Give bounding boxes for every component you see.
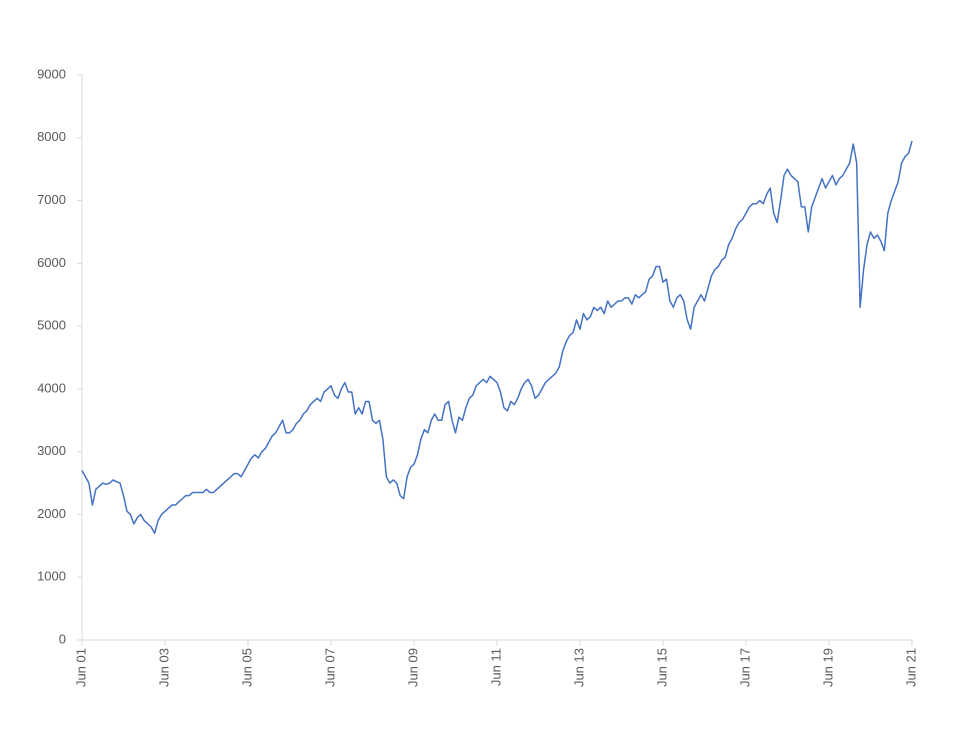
y-tick-label: 9000 — [37, 66, 66, 81]
x-tick-label: Jun 09 — [405, 648, 420, 687]
x-tick-label: Jun 15 — [654, 648, 669, 687]
x-tick-label: Jun 13 — [571, 648, 586, 687]
y-tick-label: 1000 — [37, 569, 66, 584]
y-tick-label: 5000 — [37, 318, 66, 333]
y-tick-label: 2000 — [37, 506, 66, 521]
x-tick-label: Jun 01 — [73, 648, 88, 687]
x-tick-label: Jun 17 — [737, 648, 752, 687]
x-tick-label: Jun 07 — [322, 648, 337, 687]
x-tick-label: Jun 11 — [488, 648, 503, 686]
y-tick-label: 3000 — [37, 443, 66, 458]
y-tick-label: 0 — [59, 631, 66, 646]
x-tick-label: Jun 03 — [156, 648, 171, 687]
y-tick-label: 7000 — [37, 192, 66, 207]
y-tick-label: 8000 — [37, 129, 66, 144]
x-tick-label: Jun 05 — [239, 648, 254, 687]
x-tick-label: Jun 19 — [820, 648, 835, 687]
y-tick-label: 6000 — [37, 255, 66, 270]
line-series — [81, 140, 913, 535]
x-tick-label: Jun 21 — [903, 648, 918, 687]
y-tick-label: 4000 — [37, 380, 66, 395]
